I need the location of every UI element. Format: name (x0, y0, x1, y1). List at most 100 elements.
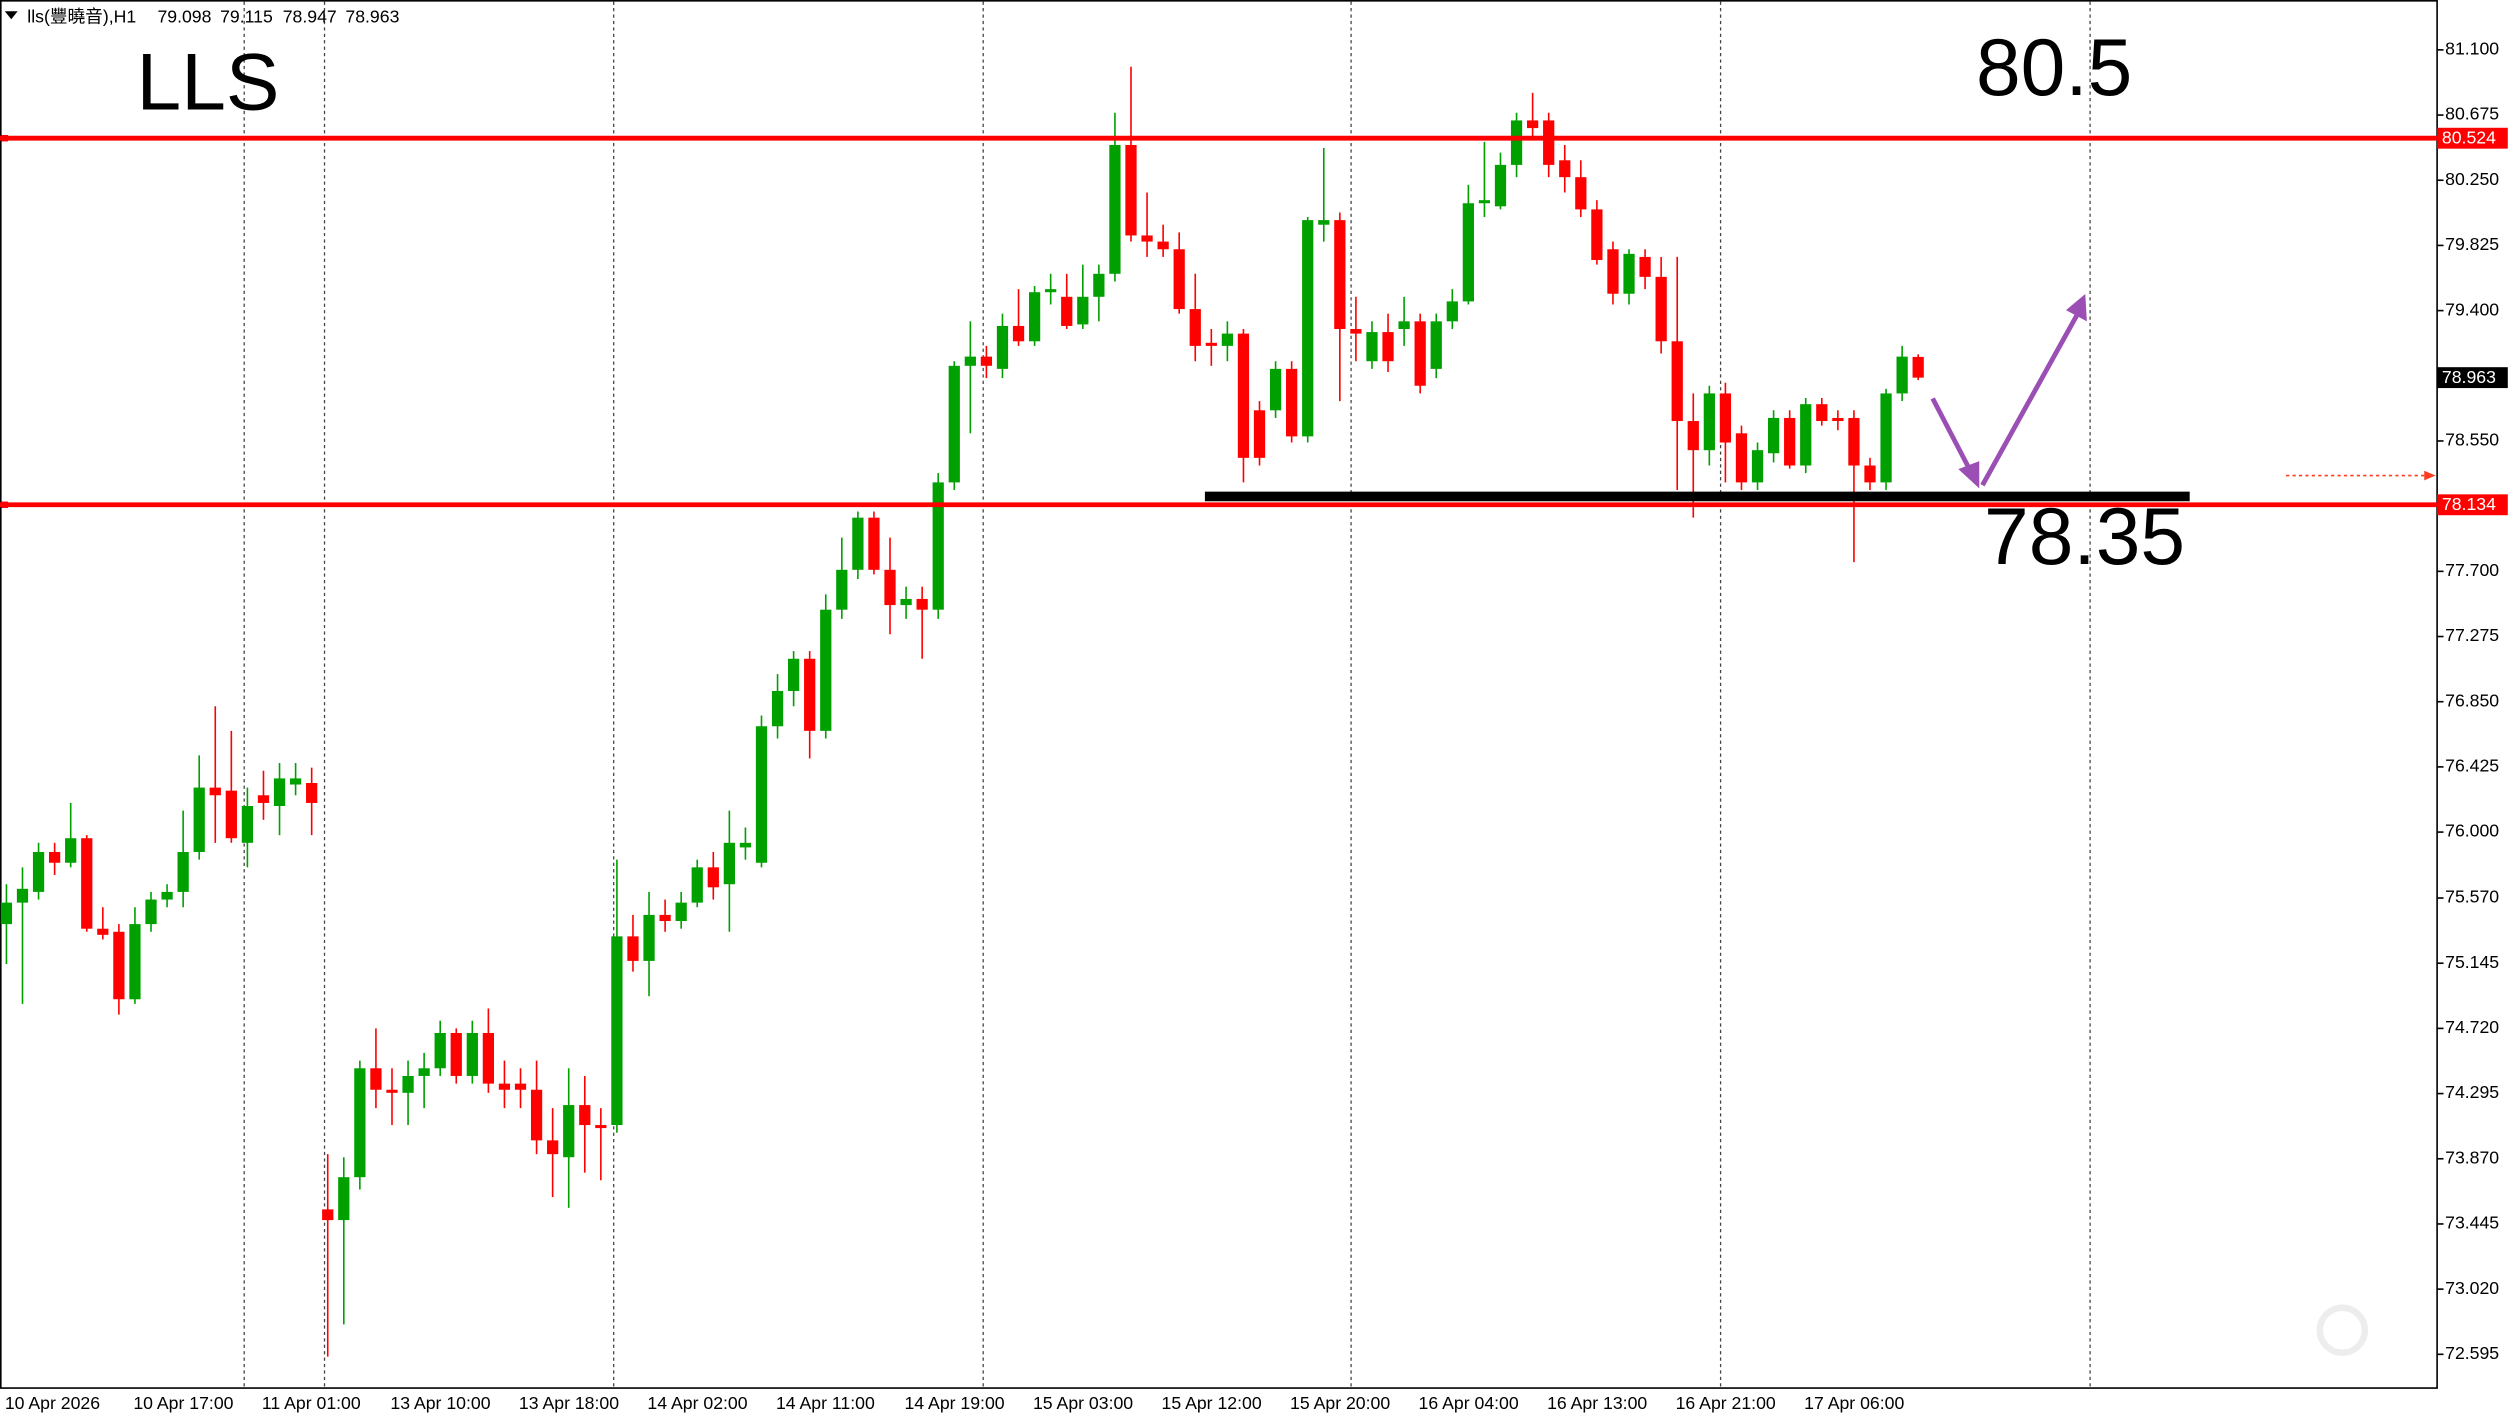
candle-body (418, 1068, 430, 1076)
header-low: 78.947 (283, 6, 337, 26)
y-tick-label: 76.425 (2445, 756, 2499, 776)
candle-body (1012, 325, 1025, 342)
candle-body (1896, 356, 1908, 394)
x-tick-label: 14 Apr 19:00 (904, 1393, 1004, 1413)
candle-body (1350, 329, 1362, 334)
candle-body (579, 1105, 591, 1126)
x-tick-label: 15 Apr 20:00 (1290, 1393, 1390, 1413)
y-tick-label: 80.675 (2445, 104, 2499, 124)
candle-body (1221, 333, 1234, 346)
price-tag-label: 78.134 (2442, 494, 2496, 514)
candle-body (1157, 241, 1169, 250)
candle-body (1527, 120, 1539, 129)
candle-body (177, 852, 189, 892)
y-tick-label: 78.550 (2445, 430, 2499, 450)
x-tick-label: 17 Apr 06:00 (1804, 1393, 1904, 1413)
candle-body (1478, 200, 1491, 204)
candle-body (1784, 417, 1796, 466)
x-tick-label: 15 Apr 03:00 (1033, 1393, 1133, 1413)
candle-body (1462, 203, 1474, 302)
candle-body (1061, 296, 1073, 326)
candle-body (771, 690, 784, 727)
candle-body (1141, 235, 1153, 242)
candle-body (209, 787, 221, 796)
candle-body (289, 778, 302, 785)
header-high: 79.115 (220, 6, 273, 26)
candle-body (1414, 321, 1426, 386)
y-tick-label: 75.145 (2445, 952, 2499, 972)
candle-body (1864, 465, 1876, 483)
x-tick-label: 10 Apr 17:00 (133, 1393, 233, 1413)
candle-body (964, 356, 976, 366)
candle-body (257, 795, 270, 803)
symbol: lls(豐曉音),H1 (27, 6, 136, 26)
candle-body (868, 517, 880, 570)
candle-body (1318, 220, 1330, 225)
y-tick-label: 76.850 (2445, 690, 2499, 710)
header-open: 79.098 (157, 6, 211, 26)
candle-body (980, 356, 993, 366)
y-tick-label: 73.445 (2445, 1213, 2499, 1233)
candle-body (32, 852, 45, 892)
x-tick-label: 16 Apr 13:00 (1547, 1393, 1647, 1413)
x-tick-label: 13 Apr 18:00 (519, 1393, 619, 1413)
arrow-up (1980, 310, 2081, 487)
x-tick-label: 11 Apr 01:00 (262, 1393, 361, 1413)
candle-body (482, 1032, 495, 1084)
candle-body (1093, 273, 1105, 297)
candle-body (466, 1032, 478, 1076)
candle-body (322, 1209, 334, 1221)
forecast-arrows (1930, 294, 2087, 489)
annotation: LLS (137, 38, 280, 128)
candle-body (611, 936, 623, 1126)
candle-body (836, 569, 848, 610)
annotation: 78.35 (1984, 492, 2185, 582)
candle-body (1655, 276, 1667, 342)
candle-body (113, 931, 125, 1000)
y-tick-label: 76.000 (2445, 821, 2499, 841)
candle-body (1543, 120, 1555, 165)
candle-body (498, 1083, 511, 1090)
x-tick-label: 14 Apr 11:00 (776, 1393, 875, 1413)
level-anchor (1, 501, 9, 508)
candle-body (1077, 296, 1089, 325)
candle-body (1591, 209, 1603, 260)
arrow-head (1958, 461, 1980, 489)
menu-triangle[interactable] (4, 11, 18, 20)
watermark (2316, 1304, 2369, 1356)
level-anchor (1, 134, 9, 142)
y-tick-label: 80.250 (2445, 169, 2499, 189)
x-tick-label: 13 Apr 10:00 (390, 1393, 490, 1413)
candle-body (932, 482, 944, 610)
header-close: 78.963 (345, 6, 399, 26)
candle-body (0, 902, 13, 925)
candle-body (402, 1075, 414, 1093)
candle-body (1575, 177, 1587, 210)
candle-body (948, 365, 960, 483)
candle-body (884, 569, 896, 606)
candle-body (161, 891, 173, 900)
candle-body (916, 598, 928, 610)
price-tag (2437, 494, 2508, 516)
candle-body (48, 852, 61, 863)
candle-body (1446, 301, 1458, 322)
candle-body (1398, 321, 1410, 330)
y-tick-label: 73.020 (2445, 1278, 2499, 1298)
candle-body (225, 790, 237, 839)
candle-body (1109, 144, 1121, 274)
candle-body (1832, 417, 1844, 422)
candle-body (1816, 404, 1828, 422)
candle-body (1767, 417, 1780, 454)
candle-body (530, 1089, 543, 1141)
current-price-label: 78.963 (2442, 367, 2496, 387)
candle-body (65, 838, 77, 863)
candle-body (1880, 393, 1892, 483)
candle-body (1719, 393, 1732, 443)
candle-body (1430, 321, 1442, 369)
candle-body (1751, 450, 1764, 483)
y-tick-label: 77.275 (2445, 625, 2499, 645)
y-tick-label: 75.570 (2445, 887, 2499, 907)
candle-body (1334, 220, 1346, 330)
